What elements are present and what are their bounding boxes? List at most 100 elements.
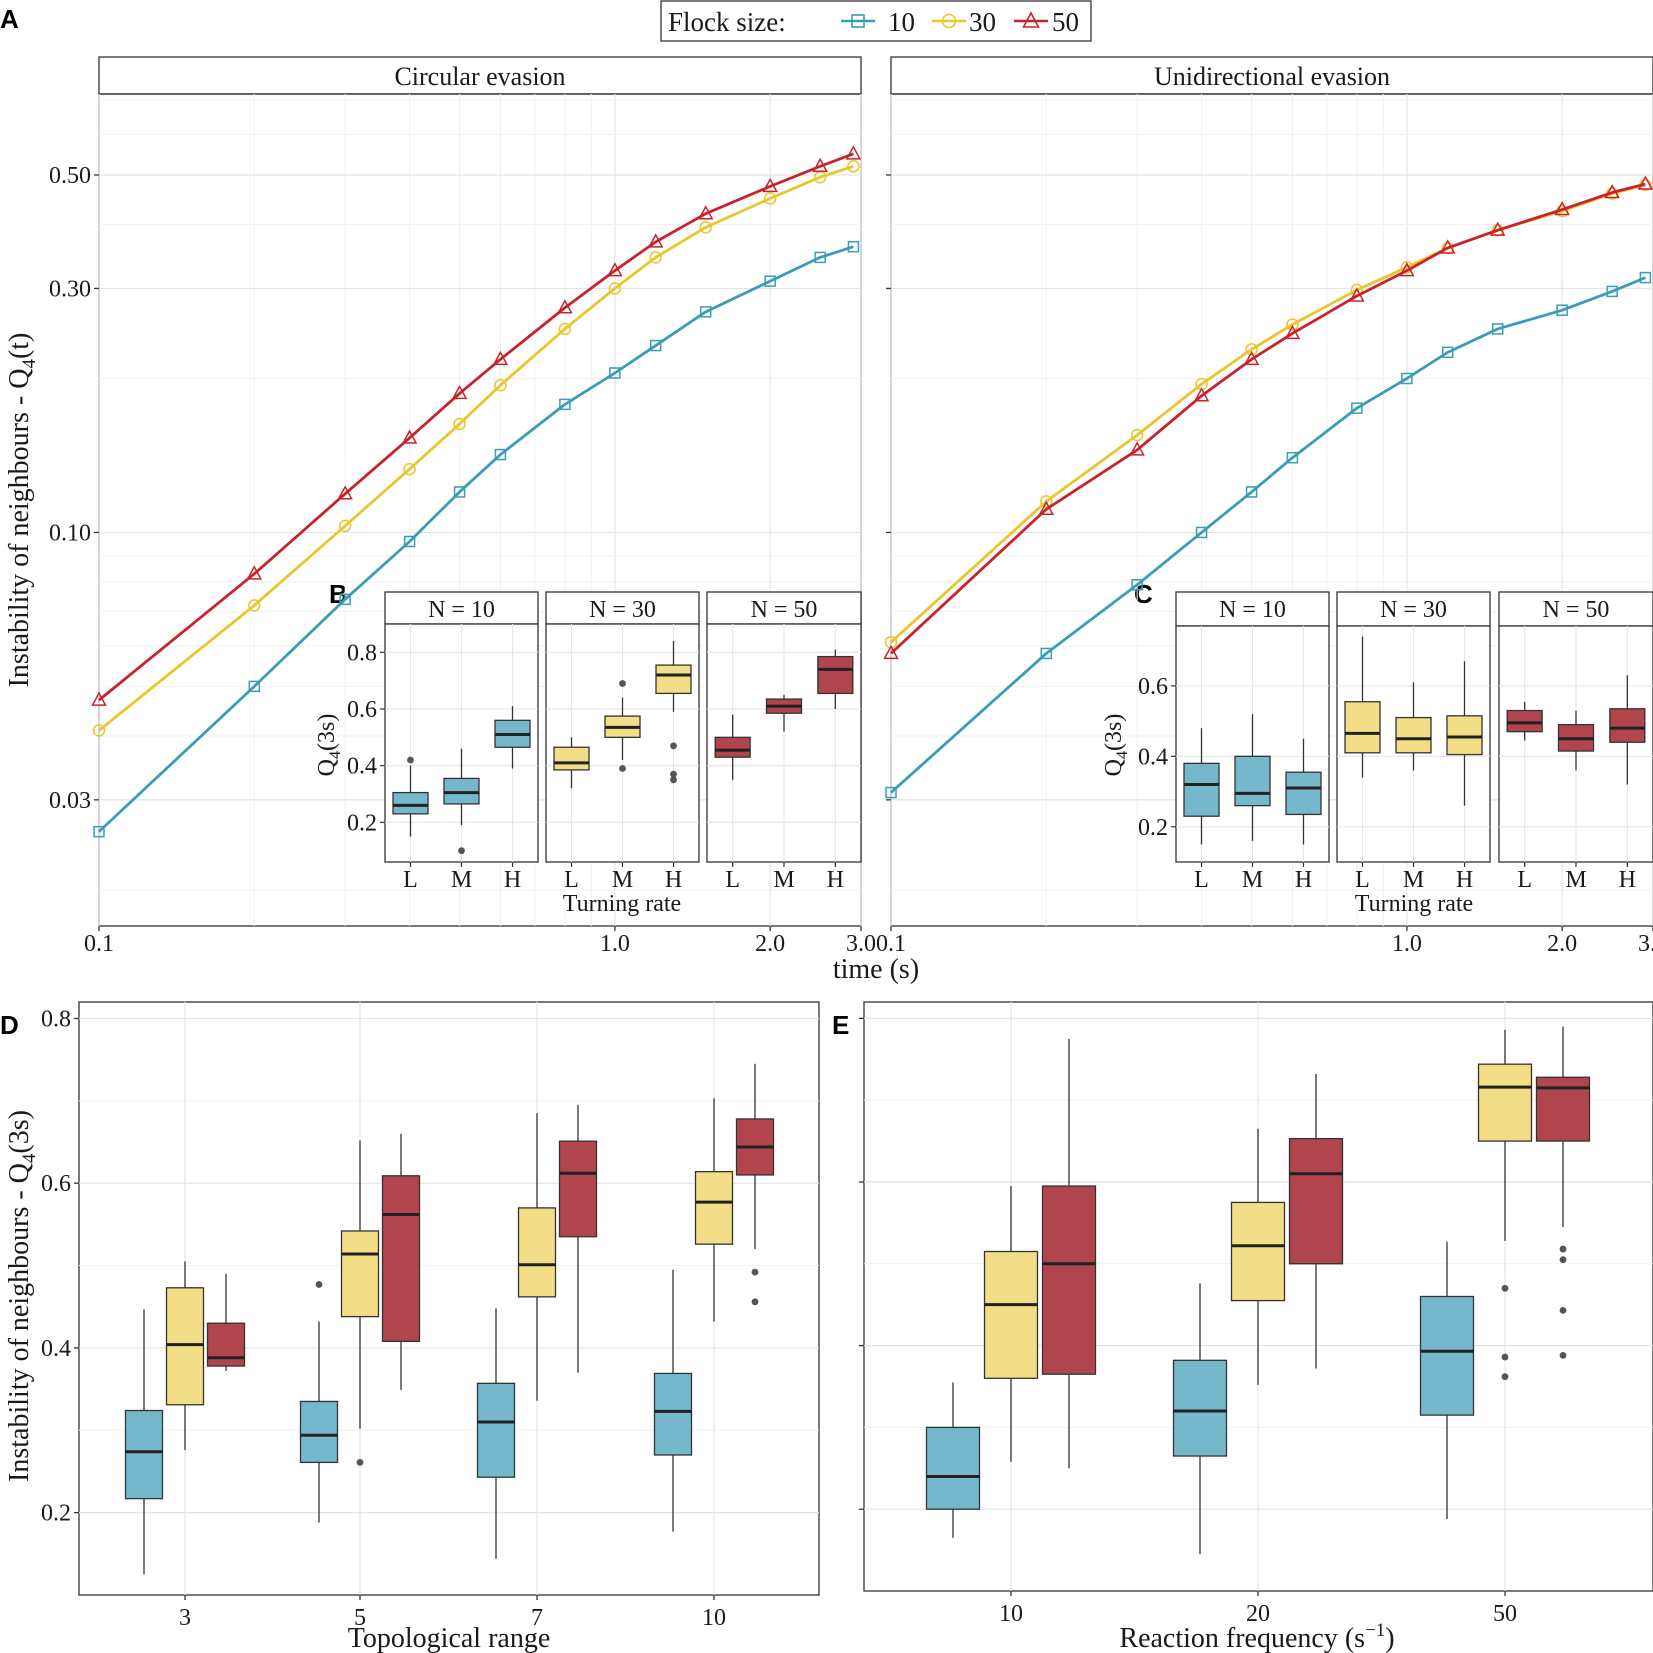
box-group — [124, 1063, 775, 1575]
triangle-marker — [1604, 183, 1620, 199]
y-tick-label: 0.8 — [347, 640, 377, 666]
x-tick-label: H — [665, 867, 682, 893]
box-body — [1395, 716, 1432, 754]
panel-label-d: D — [0, 1010, 19, 1040]
triangle-marker — [401, 429, 418, 444]
box-body — [1344, 701, 1381, 754]
square-marker — [1606, 285, 1618, 298]
series-line-50 — [98, 152, 854, 702]
ylabel-suffix: (3s) — [4, 1110, 35, 1154]
legend-title: Flock size: — [668, 7, 786, 37]
x-tick-label: M — [1242, 867, 1263, 893]
x-tick-label: 3.0 — [846, 931, 876, 957]
box-body — [299, 1400, 339, 1464]
outlier-point — [1501, 1373, 1509, 1381]
series-line-30 — [890, 183, 1646, 644]
outlier-point — [356, 1458, 364, 1466]
ylabel-main: Instability of neighbours - Q — [4, 1163, 35, 1482]
triangle-marker — [607, 262, 623, 277]
y-tick-label: 0.4 — [1138, 744, 1168, 770]
triangle-marker — [557, 299, 573, 314]
ylabel-suffix: (3s) — [314, 714, 340, 751]
y-axis-title: Instability of neighbours - Q4(3s) — [4, 1110, 40, 1482]
square-icon — [851, 14, 865, 28]
ylabel-subscript: 4 — [1114, 751, 1131, 759]
box-M — [1557, 710, 1595, 771]
circle-marker — [1286, 318, 1299, 331]
circle-marker — [92, 724, 106, 737]
facet-title: N = 50 — [751, 597, 818, 623]
x-tick-label: 1.0 — [600, 931, 630, 957]
strip — [890, 56, 1653, 95]
y-tick-label: 0.6 — [1138, 674, 1168, 700]
facet-1: N = 30 L M H — [1336, 591, 1491, 893]
panel-d: 0.2 0.4 0.6 0.8 3 5 7 10 Instability of neighb… — [4, 1001, 820, 1653]
triangle-marker — [337, 485, 353, 500]
strip — [1336, 591, 1491, 627]
box-M — [765, 694, 803, 732]
triangle-marker — [1349, 287, 1365, 302]
square-marker — [339, 593, 351, 606]
x-axis-title: Topological range — [348, 1623, 551, 1653]
triangle-marker — [1637, 175, 1653, 190]
triangle-marker — [697, 205, 714, 220]
box-group — [925, 1026, 1591, 1555]
x-axis: 3 5 7 10 — [179, 1595, 726, 1631]
circle-marker — [1040, 495, 1053, 508]
y-tick-label: 0.2 — [41, 1501, 71, 1527]
box-body — [517, 1207, 557, 1298]
panel-a: Circular evasion 0.03 0.10 0.30 0.50 0.1 1.0… — [4, 56, 1653, 985]
ylabel-main: Q — [1101, 759, 1127, 776]
outlier-point — [670, 770, 677, 778]
x-tick-label: M — [773, 867, 794, 893]
square-marker — [1491, 323, 1504, 335]
ylabel-suffix: (3s) — [1101, 714, 1127, 751]
facet-2: N = 50 L M H — [706, 591, 862, 893]
square-marker — [1441, 346, 1454, 359]
outlier-point — [407, 756, 414, 764]
box-H — [1609, 675, 1646, 785]
x-tick-label: M — [1565, 867, 1586, 893]
triangle-marker — [451, 384, 468, 400]
box-body — [1288, 1137, 1344, 1265]
outlier-point — [619, 680, 626, 687]
outlier-point — [1559, 1256, 1567, 1264]
facet-title: N = 30 — [1380, 597, 1447, 623]
box-H — [655, 641, 692, 784]
box-50-n30 — [1477, 1029, 1533, 1381]
box-L — [1183, 728, 1220, 845]
box-7-n50 — [558, 1104, 598, 1373]
x-axis-title: Turning rate — [1355, 891, 1473, 917]
outlier-point — [1559, 1245, 1567, 1253]
circle-marker — [699, 221, 712, 234]
x-tick-label: H — [1619, 867, 1636, 893]
series-group — [91, 145, 862, 838]
panel-label-e: E — [832, 1010, 849, 1040]
strip — [384, 591, 539, 625]
x-axis: 10 20 50 — [999, 1591, 1517, 1627]
series-line-10 — [890, 276, 1646, 794]
triangle-icon — [1022, 11, 1040, 28]
square-marker — [1556, 304, 1568, 316]
x-tick-label: 3 — [179, 1605, 191, 1631]
facet-title: N = 50 — [1543, 597, 1610, 623]
box-3-n50 — [206, 1273, 246, 1371]
x-tick-label: 0.1 — [876, 931, 906, 957]
y-axis — [886, 174, 891, 801]
legend-item-30: 30 — [932, 7, 996, 37]
outlier-point — [619, 765, 626, 772]
box-10-n30 — [694, 1098, 734, 1322]
ylabel-subscript: 4 — [19, 1153, 40, 1163]
box-body — [1419, 1295, 1475, 1416]
y-axis: 0.2 0.4 0.6 0.8 — [41, 1006, 79, 1527]
series-group — [883, 175, 1653, 799]
box-L — [392, 756, 429, 837]
box-body — [714, 736, 751, 758]
triangle-marker — [1243, 350, 1260, 366]
x-tick-label: L — [1355, 867, 1370, 893]
box-20-n10 — [1172, 1283, 1228, 1555]
x-axis: 0.1 1.0 2.0 3.0 — [84, 926, 876, 957]
series-line-50 — [890, 182, 1646, 655]
y-tick-label: 0.2 — [1138, 815, 1168, 841]
